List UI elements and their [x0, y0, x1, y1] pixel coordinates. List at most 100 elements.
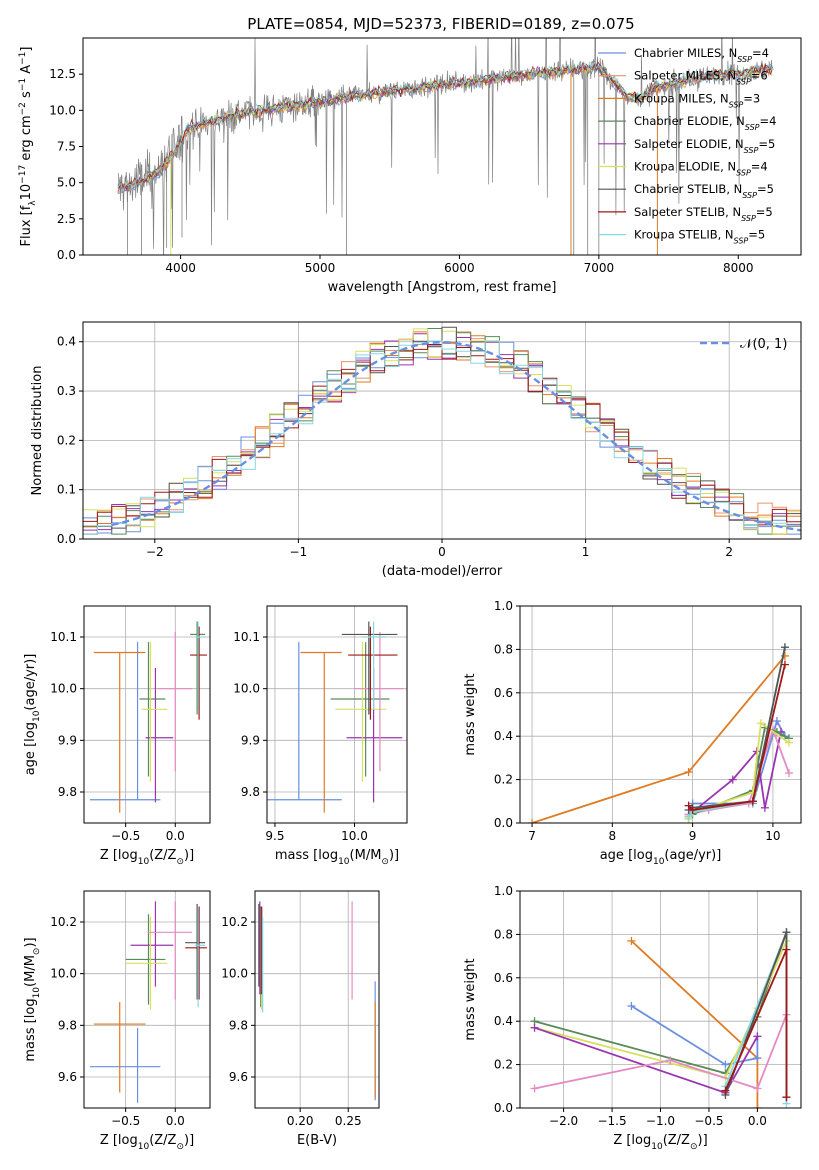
label-part: Z [log [100, 1133, 138, 1148]
data-point [89, 1027, 161, 1103]
y-axis-label: age [log10(age/yr)] [23, 654, 42, 776]
legend-label: Kroupa MILES, NSSP=3 [634, 91, 760, 109]
data-point [89, 642, 161, 801]
x-axis-label: Z [log10(Z/Z⊙)] [100, 848, 194, 867]
label-part: )] [184, 1133, 194, 1148]
label-part: 10 [138, 857, 150, 867]
weight-marker [528, 819, 537, 823]
data-point [185, 903, 206, 1000]
label-part: 10 [138, 1142, 150, 1152]
axes-frame [83, 605, 211, 824]
x-tick-label: −1.0 [646, 1114, 675, 1128]
y-tick-label: 0.4 [57, 335, 76, 349]
x-tick-label: 10 [765, 829, 780, 843]
panel-residuals: −2 −1 0 1 2 0.0 0.1 0.2 0.3 0.4 (data-model)/error… [30, 321, 802, 579]
label-part: )] [698, 1133, 708, 1148]
weight-series-8 [687, 664, 786, 811]
model-line-7 [117, 61, 773, 191]
label-part: Flux [f [19, 205, 34, 246]
y-tick-label: 9.8 [58, 1018, 77, 1032]
y-tick-label: 10.2 [50, 915, 77, 929]
label-part: 10 [32, 710, 42, 722]
label-part: age [log [23, 722, 38, 775]
y-tick-label: 10.1 [233, 630, 260, 644]
plot-area [267, 621, 404, 813]
x-tick-label: 7 [528, 829, 536, 843]
label-part: erg cm [19, 115, 34, 164]
y-tick-label: 10.0 [221, 967, 248, 981]
label-part: 10 [653, 857, 665, 867]
data-point [93, 1002, 146, 1093]
plot-area [258, 901, 376, 1101]
y-tick-label: 10.0 [50, 967, 77, 981]
weight-marker [721, 1086, 730, 1095]
y-tick-label: 10.0 [49, 103, 76, 117]
y-tick-label: 9.9 [58, 733, 77, 747]
data-point [147, 901, 193, 1000]
x-axis-label: Z [log10(Z/Z⊙)] [100, 1133, 194, 1152]
x-tick-label: 0.25 [335, 1114, 362, 1128]
y-tick-label: 0.8 [494, 642, 513, 656]
legend-label: 𝒩(0, 1) [740, 337, 787, 352]
weight-marker [688, 805, 697, 814]
weight-marker [748, 797, 757, 806]
legend-label: Chabrier MILES, NSSP=4 [634, 46, 769, 64]
weight-marker [728, 775, 737, 784]
data-point [195, 909, 206, 1008]
weight-series-7 [724, 931, 788, 1098]
legend-sub: SSP [736, 168, 751, 177]
x-tick-label: −2 [146, 545, 164, 559]
y-tick-label: 7.5 [57, 140, 76, 154]
weight-marker [753, 1032, 762, 1041]
data-point [195, 621, 206, 710]
weight-series-1 [630, 1005, 759, 1066]
label-part: age [log [600, 848, 653, 863]
x-tick-label: 7000 [584, 261, 615, 275]
plot-area [89, 621, 208, 813]
legend-tail: =4 [751, 160, 768, 174]
legend-text: Kroupa STELIB, N [634, 228, 734, 242]
weight-marker [753, 1084, 762, 1093]
y-axis-label: Flux [fλ10−17 erg cm−2 s−1 A−1] [18, 47, 38, 247]
legend-text: Chabrier MILES, N [634, 46, 737, 60]
x-tick-label: 0 [438, 545, 446, 559]
weight-marker [780, 643, 789, 652]
x-tick-label: 2 [725, 545, 733, 559]
y-axis-label: mass weight [463, 958, 478, 1040]
legend-text: Kroupa ELODIE, N [634, 160, 736, 174]
weight-marker [782, 928, 791, 937]
x-tick-label: 9 [689, 829, 697, 843]
x-tick-label: −0.5 [694, 1114, 723, 1128]
y-tick-label: 0.6 [494, 686, 513, 700]
weight-marker [760, 803, 769, 812]
label-part: −1 [18, 52, 28, 65]
label-part: ] [19, 47, 34, 52]
x-tick-label: 5000 [305, 261, 336, 275]
x-tick-label: −0.5 [111, 1114, 140, 1128]
legend-sub: SSP [734, 236, 749, 245]
label-part: λ [28, 200, 38, 206]
legend-label: Salpeter ELODIE, NSSP=5 [634, 137, 775, 155]
legend-sub: SSP [744, 145, 759, 154]
y-tick-label: 0.0 [494, 1101, 513, 1115]
data-point [300, 651, 342, 813]
panel-weight_vs_Z: −2.0 −1.5 −1.0 −0.5 0.0 0.0 0.2 0.4 0.6 0.8 1.0 Z [… [463, 884, 802, 1152]
legend-sub: SSP [741, 213, 756, 222]
weight-marker [627, 1002, 636, 1011]
weight-marker [784, 769, 793, 778]
x-tick-label: 0.0 [166, 829, 185, 843]
label-part: ⊙ [690, 1142, 698, 1152]
y-tick-label: 9.9 [241, 733, 260, 747]
x-axis-label: mass [log10(M/M⊙)] [275, 848, 399, 867]
y-tick-label: 0.0 [57, 532, 76, 546]
y-tick-label: 0.6 [494, 971, 513, 985]
x-axis-label: E(B-V) [297, 1133, 337, 1148]
legend-tail: =5 [757, 182, 774, 196]
label-part: mass [log [275, 848, 338, 863]
histogram-6 [83, 326, 801, 535]
legend-tail: =5 [748, 228, 765, 242]
legend-tail: =3 [743, 91, 760, 105]
